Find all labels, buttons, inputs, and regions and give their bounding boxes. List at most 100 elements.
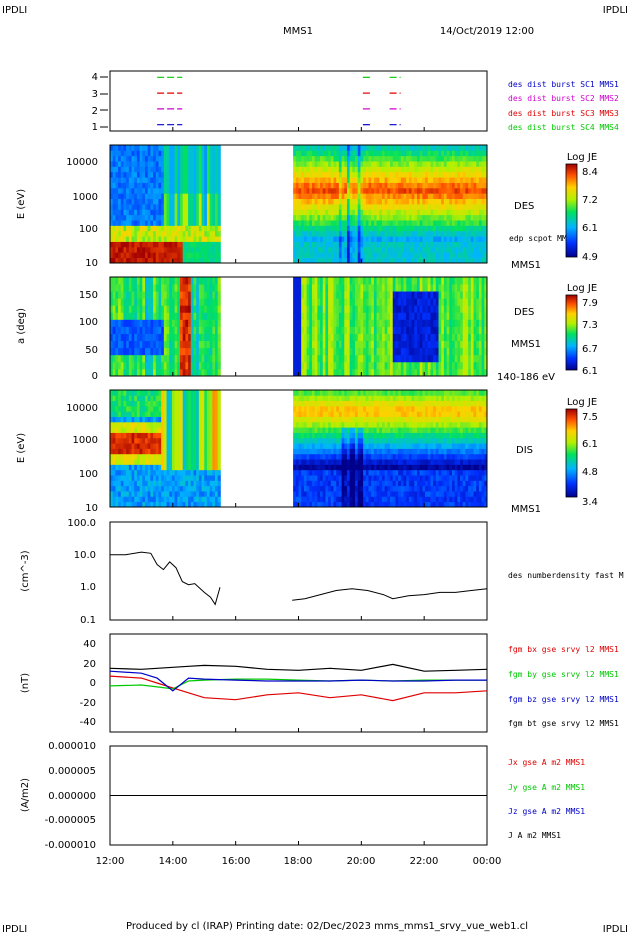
spectrogram-cell	[390, 177, 394, 183]
spectrogram-cell	[198, 416, 202, 423]
spectrogram-cell	[301, 277, 305, 285]
spectrogram-cell	[217, 246, 221, 253]
spectrogram-cell	[188, 246, 192, 253]
spectrogram-cell	[435, 220, 439, 226]
spectrogram-cell	[123, 305, 127, 313]
spectrogram-cell	[406, 347, 410, 356]
spectrogram-cell	[142, 155, 146, 162]
spectrogram-cell	[182, 161, 186, 167]
spectrogram-cell	[449, 361, 453, 370]
spectrogram-cell	[344, 246, 348, 253]
spectrogram-cell	[196, 166, 200, 173]
spectrogram-cell	[349, 145, 353, 151]
spectrogram-cell	[449, 368, 453, 377]
spectrogram-cell	[301, 246, 305, 253]
spectrogram-cell	[390, 145, 394, 151]
spectrogram-cell	[145, 347, 149, 356]
spectrogram-cell	[349, 298, 353, 306]
spectrogram-cell	[406, 257, 410, 264]
spectrogram-cell	[328, 340, 332, 349]
spectrogram-cell	[147, 326, 151, 334]
spectrogram-cell	[376, 166, 380, 173]
spectrogram-cell	[161, 177, 165, 183]
spectrogram-cell	[344, 241, 348, 248]
spectrogram-cell	[381, 241, 386, 248]
spectrogram-cell	[190, 421, 194, 428]
spectrogram-cell	[306, 291, 310, 299]
spectrogram-cell	[185, 145, 189, 151]
spectrogram-cell	[314, 145, 318, 151]
spectrogram-cell	[120, 333, 124, 342]
spectrogram-cell	[155, 347, 159, 356]
y-tick-label: 1000	[73, 192, 98, 203]
spectrogram-cell	[330, 305, 334, 313]
spectrogram-cell	[177, 453, 181, 460]
spectrogram-cell	[185, 182, 189, 189]
spectrogram-cell	[131, 145, 135, 151]
spectrogram-cell	[139, 501, 143, 508]
spectrogram-cell	[150, 496, 154, 503]
spectrogram-cell	[142, 312, 146, 320]
spectrogram-cell	[454, 246, 458, 253]
spectrogram-cell	[309, 214, 313, 221]
spectrogram-cell	[174, 312, 178, 320]
spectrogram-cell	[139, 437, 143, 444]
spectrogram-cell	[115, 145, 119, 151]
spectrogram-cell	[365, 187, 369, 194]
spectrogram-cell	[118, 340, 122, 349]
spectrogram-cell	[163, 485, 167, 492]
spectrogram-cell	[441, 177, 445, 183]
spectrogram-cell	[406, 166, 410, 173]
spectrogram-cell	[406, 333, 410, 342]
spectrogram-cell	[118, 291, 122, 299]
y-axis-label: E (eV)	[16, 189, 27, 219]
spectrogram-cell	[338, 368, 342, 377]
spectrogram-cell	[110, 354, 114, 363]
spectrogram-cell	[365, 236, 369, 242]
spectrogram-cell	[295, 209, 299, 216]
spectrogram-cell	[212, 453, 216, 460]
spectrogram-cell	[478, 277, 483, 285]
spectrogram-cell	[398, 252, 402, 259]
spectrogram-cell	[163, 395, 167, 402]
spectrogram-cell	[295, 230, 299, 237]
spectrogram-cell	[163, 204, 167, 210]
spectrogram-cell	[180, 464, 184, 471]
spectrogram-cell	[411, 241, 415, 248]
spectrogram-cell	[373, 368, 377, 377]
spectrogram-cell	[147, 390, 151, 396]
spectrogram-cell	[411, 198, 415, 205]
spectrogram-cell	[153, 443, 157, 449]
spectrogram-cell	[314, 241, 318, 248]
spectrogram-cell	[198, 395, 202, 402]
spectrogram-cell	[341, 246, 345, 253]
spectrogram-cell	[120, 193, 124, 200]
spectrogram-cell	[363, 236, 367, 242]
spectrogram-cell	[446, 187, 450, 194]
spectrogram-cell	[131, 230, 135, 237]
spectrogram-cell	[123, 480, 127, 487]
spectrogram-cell	[384, 230, 388, 237]
spectrogram-cell	[398, 220, 402, 226]
spectrogram-cell	[408, 305, 412, 313]
spectrogram-cell	[476, 354, 480, 363]
spectrogram-cell	[454, 305, 458, 313]
spectrogram-cell	[110, 347, 114, 356]
spectrogram-cell	[209, 485, 213, 492]
spectrogram-cell	[115, 347, 119, 356]
spectrogram-cell	[460, 150, 464, 157]
spectrogram-cell	[169, 333, 173, 342]
spectrogram-cell	[411, 319, 415, 327]
spectrogram-cell	[449, 193, 453, 200]
spectrogram-cell	[365, 326, 369, 334]
spectrogram-cell	[425, 193, 429, 200]
spectrogram-cell	[293, 150, 297, 157]
spectrogram-cell	[196, 225, 200, 232]
spectrogram-cell	[206, 241, 211, 248]
spectrogram-cell	[449, 214, 453, 221]
spectrogram-cell	[118, 193, 122, 200]
spectrogram-cell	[123, 347, 127, 356]
spectrogram-cell	[355, 177, 359, 183]
spectrogram-cell	[136, 241, 141, 248]
spectrogram-cell	[180, 368, 184, 377]
